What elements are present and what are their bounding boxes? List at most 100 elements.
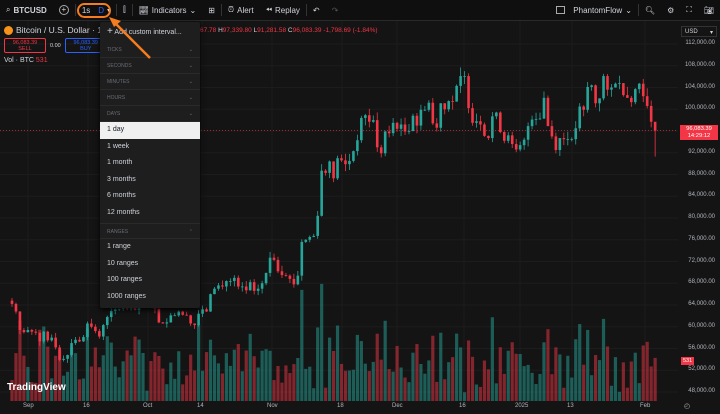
interval-option[interactable]: 6 months bbox=[107, 192, 136, 199]
chart-type-button[interactable]: ⫿ bbox=[117, 0, 132, 21]
interval-option[interactable]: 1 month bbox=[107, 159, 133, 166]
sell-button[interactable]: 96,083.39 SELL bbox=[4, 38, 46, 53]
price-label: 88,000.00 bbox=[688, 170, 715, 177]
price-label: 80,000.00 bbox=[688, 214, 715, 220]
volume-bar bbox=[228, 365, 232, 401]
settings-button[interactable]: ⚙ bbox=[661, 0, 680, 21]
interval-option[interactable]: 1 day bbox=[100, 122, 200, 139]
divider bbox=[637, 4, 639, 16]
volume-bar bbox=[77, 379, 82, 401]
indicators-button[interactable]: 📈︎ Indicators ⌄ bbox=[138, 5, 197, 15]
volume-bar bbox=[478, 386, 483, 401]
time-label: 13 bbox=[567, 403, 574, 409]
volume-bar bbox=[641, 345, 645, 401]
fullscreen-button[interactable]: ⛶ bbox=[680, 0, 698, 21]
candle-body bbox=[34, 331, 38, 333]
interval-option[interactable]: 12 months bbox=[107, 208, 140, 216]
volume-bar bbox=[216, 363, 221, 401]
volume-bar bbox=[633, 352, 637, 401]
price-axis[interactable]: USD ▾ 112,000.00 108,000.00 104,000.00 100,0… bbox=[678, 21, 720, 414]
volume-bar bbox=[173, 378, 177, 401]
candle-body bbox=[113, 309, 117, 311]
candle-body bbox=[284, 275, 288, 276]
redo-button[interactable]: ↷ bbox=[326, 0, 345, 21]
candle-body bbox=[50, 337, 53, 341]
candle-body bbox=[554, 136, 558, 151]
screenshot-button[interactable]: 📷︎ bbox=[698, 0, 720, 21]
volume-bar bbox=[89, 366, 93, 401]
candle-body bbox=[550, 126, 554, 137]
layout-button[interactable]: PhantomFlow ⌄ bbox=[550, 0, 638, 21]
candle-body bbox=[439, 103, 443, 128]
volume-bar bbox=[459, 347, 463, 401]
candle-body bbox=[499, 112, 502, 133]
alert-button[interactable]: ⏰︎ Alert bbox=[227, 5, 254, 15]
price-label: 48,000.00 bbox=[688, 388, 715, 394]
templates-button[interactable]: ⊞ bbox=[202, 0, 221, 21]
symbol-search[interactable]: ⌕ BTCUSD bbox=[6, 5, 47, 15]
candle-body bbox=[352, 151, 355, 161]
candle-body bbox=[391, 122, 395, 134]
section-seconds[interactable]: SECONDS ⌄ bbox=[100, 58, 200, 74]
replay-button[interactable]: ⏪︎ Replay bbox=[265, 5, 300, 15]
volume-bar bbox=[328, 337, 332, 401]
range-option[interactable]: 10 ranges bbox=[107, 259, 139, 267]
volume-bar bbox=[335, 325, 340, 401]
volume-bar bbox=[578, 324, 582, 401]
search-icon: ⌕ bbox=[6, 5, 11, 14]
interval-selector[interactable]: 1s D ▾ bbox=[76, 0, 116, 21]
time-label: 2025 bbox=[515, 403, 529, 409]
candle-body bbox=[514, 144, 518, 150]
undo-button[interactable]: ↶ bbox=[307, 0, 326, 21]
section-hours[interactable]: HOURS ⌄ bbox=[100, 90, 200, 106]
volume-bar bbox=[455, 333, 459, 401]
price-label: 104,000.00 bbox=[684, 83, 715, 90]
volume-bar bbox=[220, 373, 225, 401]
section-minutes[interactable]: MINUTES ⌄ bbox=[100, 74, 200, 90]
add-custom-interval[interactable]: + Add custom interval... bbox=[107, 26, 182, 37]
candle-body bbox=[379, 147, 383, 154]
volume-bar bbox=[451, 357, 455, 401]
candle-body bbox=[14, 303, 18, 312]
range-option[interactable]: 1000 ranges bbox=[107, 292, 146, 300]
volume-bar bbox=[466, 340, 471, 401]
candle-body bbox=[495, 112, 498, 117]
quick-search-button[interactable]: 🔍︎ bbox=[639, 0, 661, 21]
interval-option[interactable]: 1 week bbox=[107, 142, 130, 150]
volume-bar bbox=[506, 350, 510, 401]
chevron-down-icon: ▾ bbox=[709, 30, 713, 36]
volume-value: 531 bbox=[35, 57, 48, 64]
volume-bar bbox=[609, 385, 614, 401]
volume-bar bbox=[256, 367, 260, 401]
candle-body bbox=[292, 278, 296, 285]
volume-bar bbox=[121, 361, 125, 401]
candle-body bbox=[522, 139, 526, 146]
section-days[interactable]: DAYS ⌄ bbox=[100, 106, 200, 122]
go-to-realtime-icon[interactable]: ◴ bbox=[684, 403, 691, 410]
divider bbox=[220, 4, 222, 16]
volume-bar bbox=[590, 375, 594, 401]
range-option[interactable]: 1 range bbox=[107, 243, 131, 250]
volume-bar bbox=[304, 368, 308, 401]
volume-bar bbox=[22, 355, 26, 401]
volume-bar bbox=[260, 350, 264, 401]
volume-bar bbox=[367, 371, 371, 401]
currency-selector[interactable]: USD ▾ bbox=[681, 26, 717, 37]
candle-body bbox=[78, 339, 81, 342]
candle-body bbox=[606, 76, 609, 90]
candle-body bbox=[332, 161, 335, 179]
section-ranges[interactable]: RANGES ⌃ bbox=[100, 223, 200, 239]
candle-body bbox=[169, 315, 173, 323]
chevron-down-icon: ⌄ bbox=[189, 5, 197, 15]
compare-button[interactable]: + bbox=[53, 0, 75, 21]
candle-body bbox=[534, 119, 538, 120]
candle-body bbox=[320, 170, 323, 216]
volume-bar bbox=[649, 366, 653, 401]
volume-bar bbox=[50, 378, 54, 401]
chevron-down-icon: ⌄ bbox=[625, 5, 632, 15]
candle-body bbox=[109, 310, 113, 317]
range-option[interactable]: 100 ranges bbox=[107, 276, 143, 283]
candle-body bbox=[431, 102, 435, 124]
interval-option[interactable]: 3 months bbox=[107, 175, 136, 183]
